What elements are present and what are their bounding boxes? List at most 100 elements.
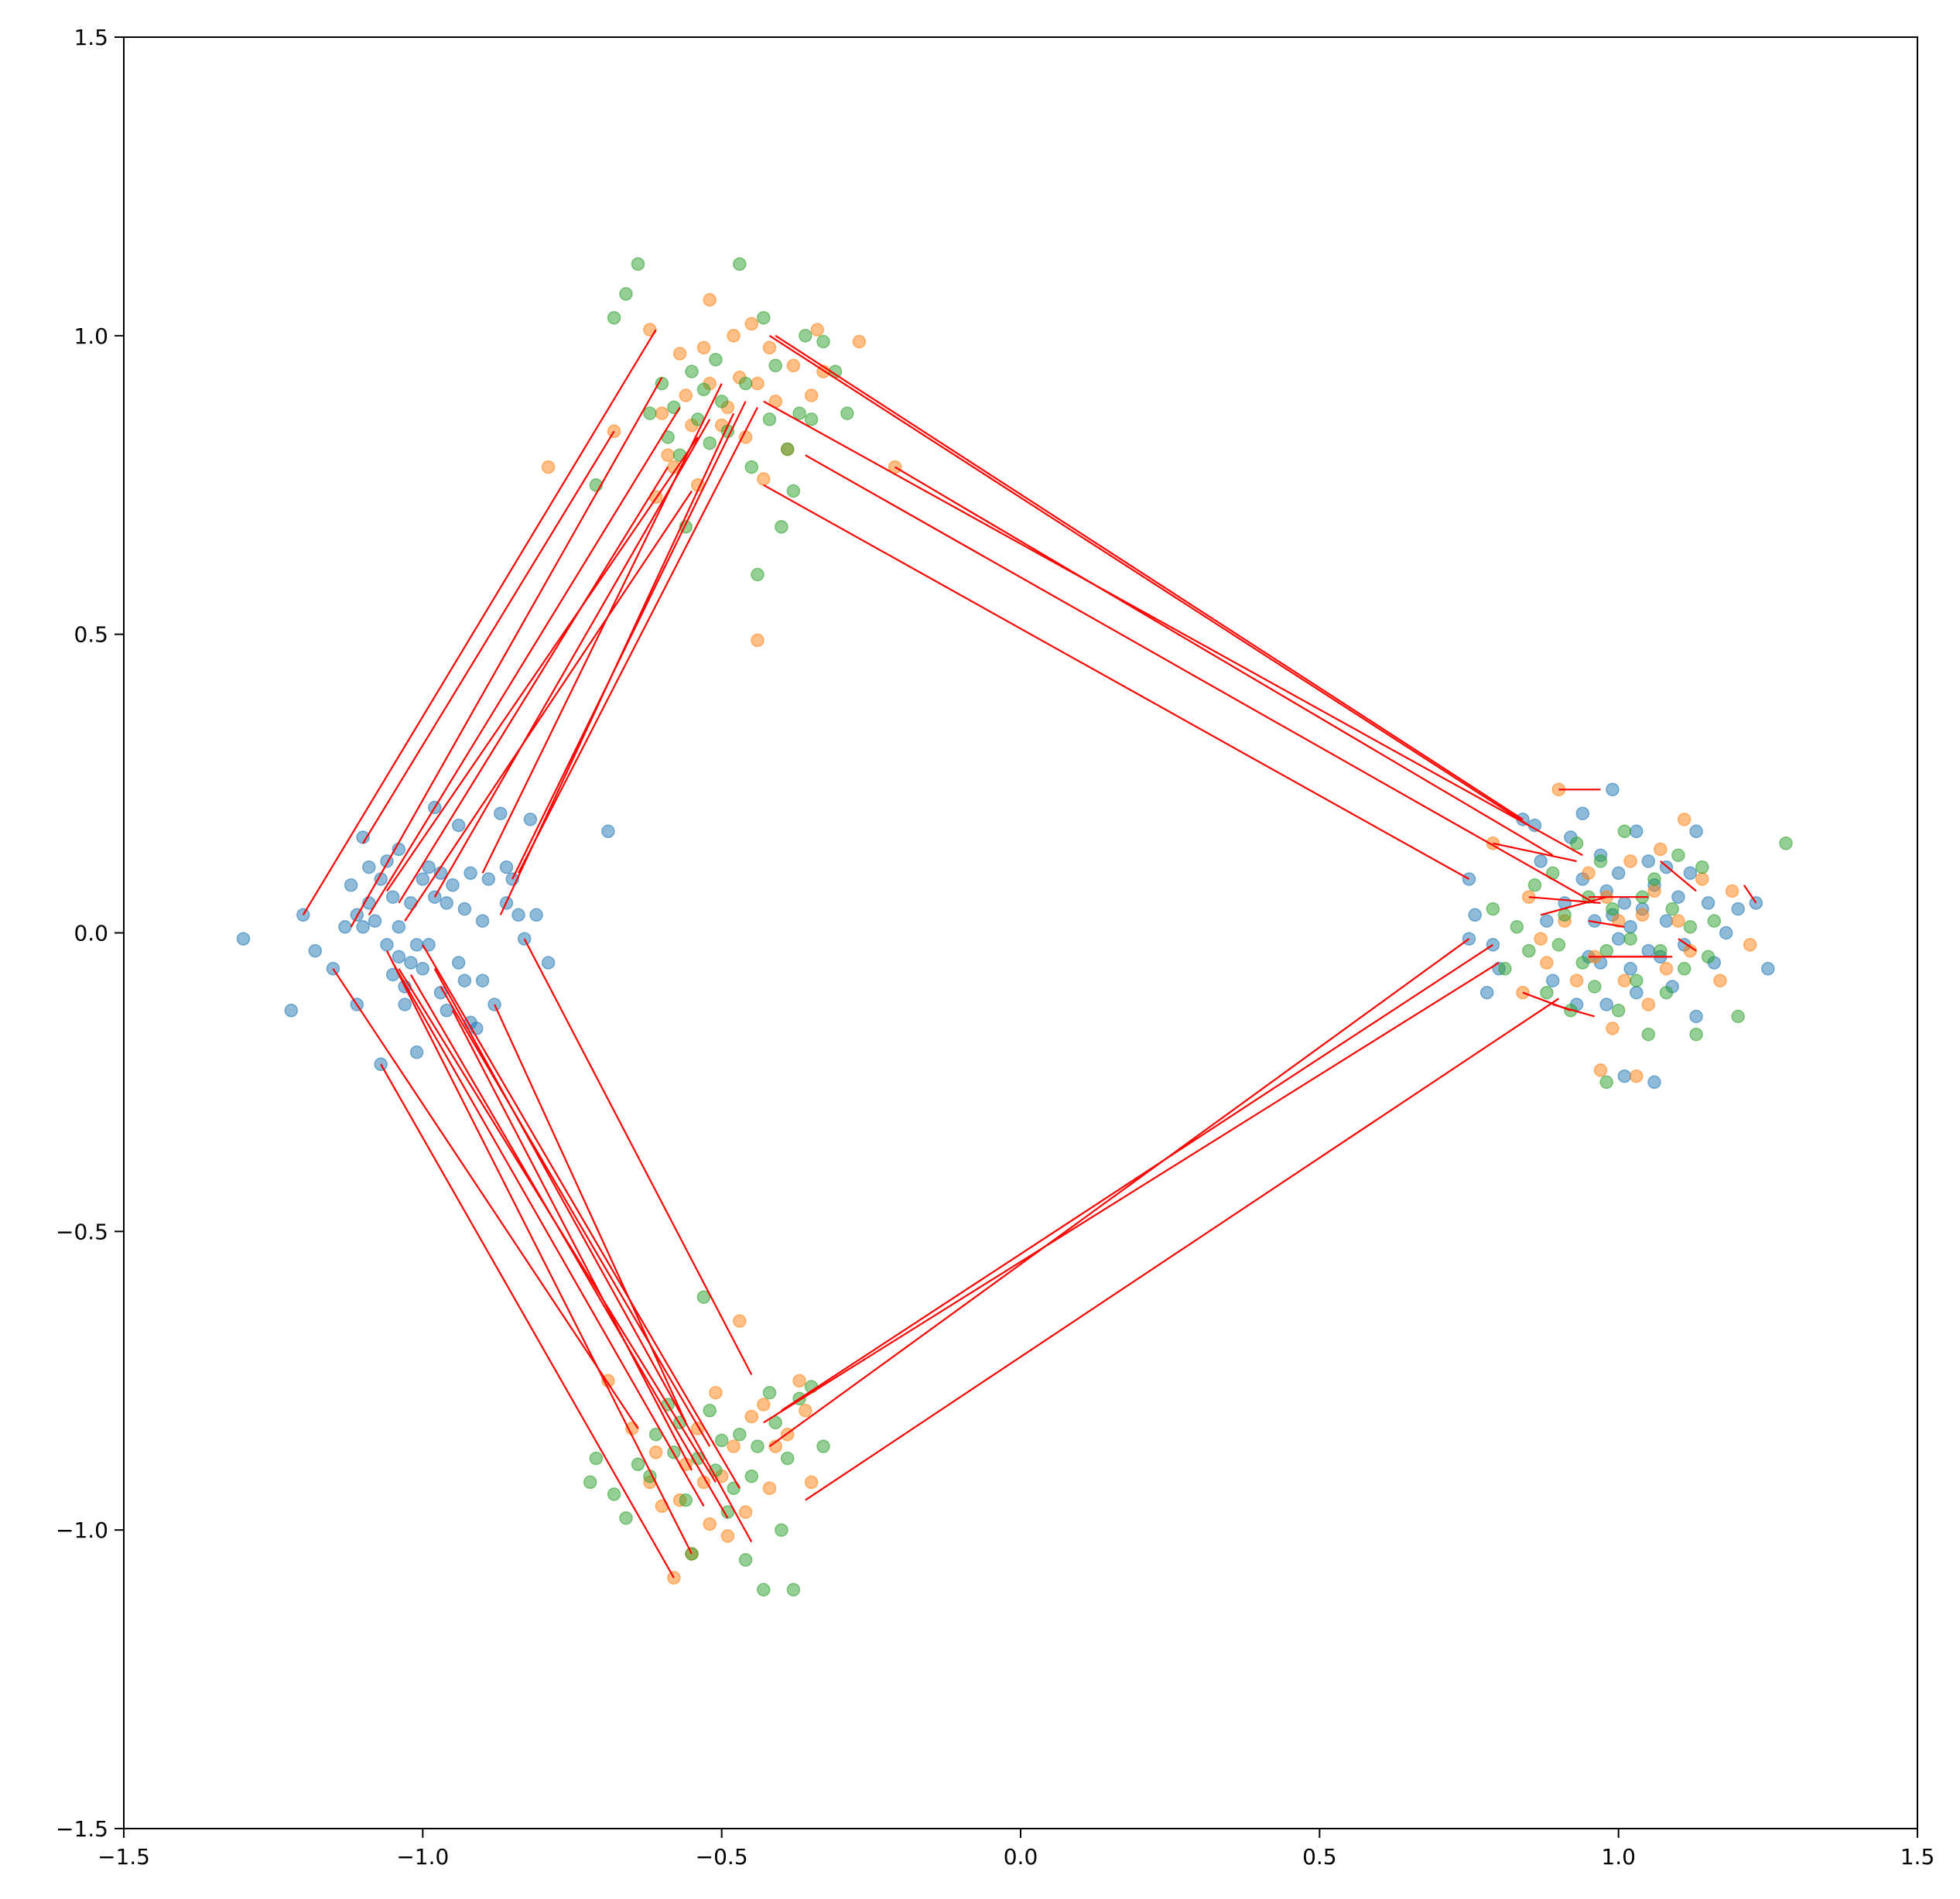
x-tick-label: −0.5	[696, 1844, 748, 1870]
scatter-point-orange	[744, 1409, 759, 1424]
connection-line	[422, 944, 741, 1489]
scatter-point-green	[1701, 950, 1715, 964]
scatter-point-green	[727, 1481, 741, 1495]
scatter-point-blue	[1623, 962, 1637, 976]
scatter-point-green	[1593, 854, 1608, 868]
scatter-point-blue	[481, 872, 496, 886]
x-tick-label: −1.5	[97, 1844, 150, 1870]
scatter-point-orange	[738, 1505, 753, 1519]
scatter-point-orange	[1540, 956, 1554, 970]
scatter-point-green	[703, 1404, 717, 1418]
scatter-point-green	[696, 1290, 711, 1304]
scatter-point-green	[733, 257, 747, 271]
scatter-point-green	[733, 1427, 747, 1442]
plot-area	[236, 257, 1793, 1597]
scatter-point-blue	[404, 956, 418, 970]
scatter-point-orange	[1683, 943, 1698, 958]
x-tick-label: −1.0	[396, 1844, 449, 1870]
scatter-point-blue	[1617, 1069, 1632, 1083]
scatter-point-orange	[703, 293, 717, 307]
connection-line	[350, 377, 663, 928]
scatter-point-orange	[709, 1385, 723, 1400]
scatter-point-blue	[1671, 890, 1685, 904]
scatter-point-orange	[643, 323, 657, 337]
scatter-point-blue	[409, 938, 424, 952]
scatter-point-green	[1510, 920, 1524, 934]
scatter-point-blue	[1611, 932, 1626, 946]
connection-line	[1743, 884, 1757, 904]
scatter-point-green	[720, 1505, 735, 1519]
scatter-point-blue	[392, 920, 406, 934]
scatter-point-orange	[661, 448, 675, 462]
scatter-point-green	[1558, 908, 1572, 922]
connection-line	[763, 484, 1470, 880]
scatter-point-green	[1611, 1004, 1626, 1018]
scatter-point-green	[667, 400, 681, 415]
scatter-point-orange	[810, 323, 825, 337]
scatter-point-orange	[696, 340, 711, 355]
scatter-point-orange	[1582, 866, 1596, 881]
scatter-point-green	[775, 520, 788, 534]
scatter-point-orange	[804, 1475, 819, 1490]
scatter-point-green	[1677, 962, 1691, 976]
connection-line	[1493, 842, 1577, 862]
scatter-point-blue	[356, 830, 370, 844]
scatter-point-orange	[648, 1446, 663, 1459]
scatter-point-blue	[1689, 1009, 1703, 1024]
scatter-point-green	[1606, 902, 1620, 916]
scatter-point-orange	[727, 1439, 741, 1453]
scatter-point-green	[1731, 1009, 1745, 1024]
scatter-point-blue	[1611, 866, 1626, 881]
connection-line	[392, 962, 705, 1507]
connection-line	[440, 986, 711, 1447]
scatter-point-green	[714, 394, 729, 409]
scatter-point-blue	[1630, 824, 1644, 839]
scatter-point-blue	[1588, 914, 1602, 928]
scatter-point-green	[744, 1469, 759, 1483]
y-tick-label: −1.0	[56, 1517, 108, 1543]
scatter-point-orange	[1647, 884, 1661, 898]
scatter-point-blue	[1683, 866, 1698, 881]
x-tick-label: 1.0	[1601, 1844, 1636, 1870]
scatter-point-blue	[416, 962, 430, 976]
scatter-point-orange	[733, 1314, 747, 1328]
y-tick-label: 1.5	[74, 25, 108, 50]
scatter-point-green	[738, 376, 753, 391]
scatter-point-blue	[409, 1045, 424, 1059]
scatter-point-orange	[1593, 1063, 1608, 1077]
scatter-point-orange	[1569, 973, 1584, 987]
scatter-point-green	[1551, 938, 1566, 952]
scatter-point-green	[685, 364, 699, 378]
scatter-point-green	[1647, 872, 1661, 886]
scatter-point-green	[1569, 837, 1584, 850]
scatter-point-blue	[1575, 806, 1590, 820]
connection-line	[768, 938, 1470, 1447]
scatter-point-green	[1599, 943, 1613, 958]
scatter-point-blue	[1641, 943, 1656, 958]
scatter-point-orange	[751, 376, 765, 391]
scatter-point-blue	[446, 878, 460, 892]
scatter-point-green	[768, 1415, 782, 1430]
scatter-point-green	[751, 1439, 765, 1453]
scatter-point-orange	[1641, 997, 1656, 1011]
scatter-point-green	[1641, 1027, 1656, 1042]
scatter-point-blue	[1689, 824, 1703, 839]
scatter-point-blue	[463, 866, 477, 881]
scatter-point-blue	[338, 920, 352, 934]
connection-line	[302, 329, 657, 915]
scatter-point-blue	[541, 956, 556, 970]
scatter-point-orange	[541, 460, 556, 474]
scatter-point-blue	[362, 860, 376, 874]
scatter-point-blue	[1630, 985, 1644, 1000]
scatter-point-green	[703, 436, 717, 450]
scatter-point-blue	[494, 806, 508, 820]
scatter-point-blue	[511, 908, 525, 922]
connection-line	[386, 950, 693, 1555]
scatter-point-green	[631, 257, 645, 271]
scatter-point-green	[1527, 878, 1542, 892]
connection-line	[1588, 920, 1625, 928]
scatter-point-green	[840, 406, 854, 420]
connection-line	[362, 430, 615, 844]
scatter-point-green	[786, 484, 801, 498]
